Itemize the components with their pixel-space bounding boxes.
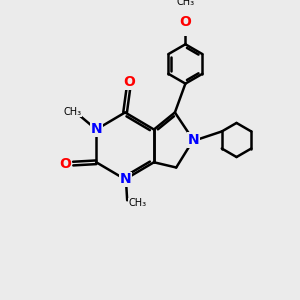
Text: CH₃: CH₃	[177, 0, 195, 7]
Text: O: O	[179, 15, 191, 29]
Text: N: N	[119, 172, 131, 186]
Text: N: N	[90, 122, 102, 136]
Text: O: O	[123, 75, 135, 89]
Text: N: N	[188, 133, 199, 147]
Text: CH₃: CH₃	[128, 198, 146, 208]
Text: CH₃: CH₃	[64, 107, 82, 117]
Text: O: O	[59, 157, 71, 171]
